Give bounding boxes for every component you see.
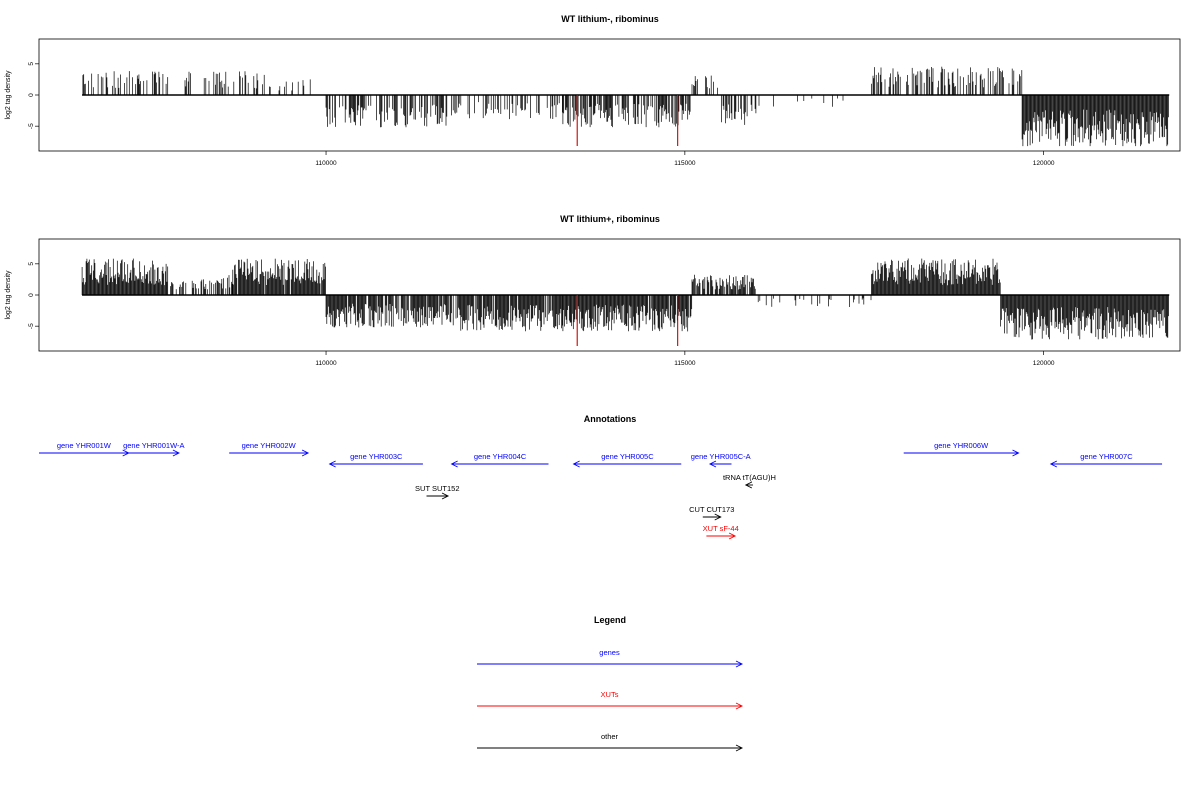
highlight-bars [576, 295, 679, 346]
annotation-feature: tRNA tT(AGU)H [723, 473, 776, 489]
bar-series [81, 258, 1170, 340]
panel-lithium-plus: WT lithium+, ribominus log2 tag density … [5, 214, 1181, 367]
y-tick-label: 0 [28, 293, 35, 297]
annotation-feature: gene YHR003C [328, 452, 423, 468]
y-tick-label: -5 [28, 123, 35, 129]
y-axis: -5 0 5 [28, 262, 39, 329]
annotation-feature: gene YHR001W [39, 441, 130, 457]
legend-item: genes [477, 648, 744, 668]
feature-label: gene YHR007C [1080, 452, 1133, 461]
arrowhead [441, 492, 450, 500]
x-tick-label: 120000 [1033, 360, 1055, 367]
annotation-feature: gene YHR006W [903, 441, 1020, 457]
annotation-feature: XUT sF-44 [703, 524, 739, 540]
feature-label: gene YHR001W [57, 441, 112, 450]
y-tick-label: 0 [28, 93, 35, 97]
feature-label: gene YHR002W [242, 441, 297, 450]
x-tick-label: 110000 [315, 160, 337, 167]
legend-label: other [601, 732, 619, 741]
x-axis: 110000 115000 120000 [315, 351, 1055, 367]
y-tick-label: 5 [28, 262, 35, 266]
y-axis: -5 0 5 [28, 62, 39, 129]
feature-label: tRNA tT(AGU)H [723, 473, 776, 482]
feature-label: XUT sF-44 [703, 524, 739, 533]
legend: Legend genes XUTs other [477, 615, 744, 752]
annotation-feature: SUT SUT152 [415, 484, 460, 500]
panel-lithium-minus: WT lithium-, ribominus log2 tag density … [5, 14, 1181, 167]
arrowhead [572, 460, 580, 468]
feature-label: gene YHR003C [350, 452, 403, 461]
annotation-feature: gene YHR001W-A [123, 441, 185, 457]
arrowhead [735, 744, 744, 752]
arrowhead [172, 449, 180, 457]
x-axis: 110000 115000 120000 [315, 151, 1055, 167]
annotation-feature: gene YHR004C [450, 452, 549, 468]
y-tick-label: -5 [28, 323, 35, 329]
bar-series [82, 66, 1170, 147]
feature-label: gene YHR004C [474, 452, 527, 461]
arrowhead [708, 460, 717, 468]
panel-title: WT lithium+, ribominus [560, 214, 660, 224]
panel-title: WT lithium-, ribominus [561, 14, 659, 24]
arrowhead [301, 449, 310, 457]
annotation-feature: gene YHR002W [229, 441, 310, 457]
arrowhead [735, 660, 744, 668]
x-tick-label: 115000 [674, 160, 696, 167]
x-tick-label: 120000 [1033, 160, 1055, 167]
feature-label: CUT CUT173 [689, 505, 734, 514]
annotations-track: Annotations gene YHR001W gene YHR001W-A ge… [39, 414, 1163, 540]
feature-list: gene YHR001W gene YHR001W-A gene YHR002W ge… [39, 441, 1163, 540]
feature-label: gene YHR005C [601, 452, 654, 461]
legend-item: other [477, 732, 744, 752]
annotation-feature: gene YHR005C-A [691, 452, 751, 468]
y-axis-label: log2 tag density [5, 70, 12, 120]
y-axis-label: log2 tag density [5, 270, 12, 320]
arrowhead [728, 532, 737, 540]
legend-items: genes XUTs other [477, 648, 744, 752]
legend-title: Legend [594, 615, 626, 625]
legend-label: genes [599, 648, 620, 657]
x-tick-label: 110000 [315, 360, 337, 367]
annotation-feature: gene YHR005C [572, 452, 682, 468]
arrowhead [1049, 460, 1058, 468]
feature-label: gene YHR001W-A [123, 441, 184, 450]
feature-label: SUT SUT152 [415, 484, 459, 493]
arrowhead [328, 460, 336, 468]
arrowhead [735, 702, 744, 710]
arrowhead [1012, 449, 1020, 457]
arrowhead [450, 460, 458, 468]
y-tick-label: 5 [28, 62, 35, 66]
feature-label: gene YHR006W [934, 441, 989, 450]
arrowhead [714, 513, 722, 521]
arrowhead [744, 481, 753, 489]
legend-item: XUTs [477, 690, 744, 710]
annotation-feature: gene YHR007C [1049, 452, 1163, 468]
highlight-bars [576, 95, 679, 146]
feature-label: gene YHR005C-A [691, 452, 751, 461]
legend-label: XUTs [601, 690, 619, 699]
annotations-title: Annotations [584, 414, 637, 424]
annotation-feature: CUT CUT173 [689, 505, 734, 521]
x-tick-label: 115000 [674, 360, 696, 367]
